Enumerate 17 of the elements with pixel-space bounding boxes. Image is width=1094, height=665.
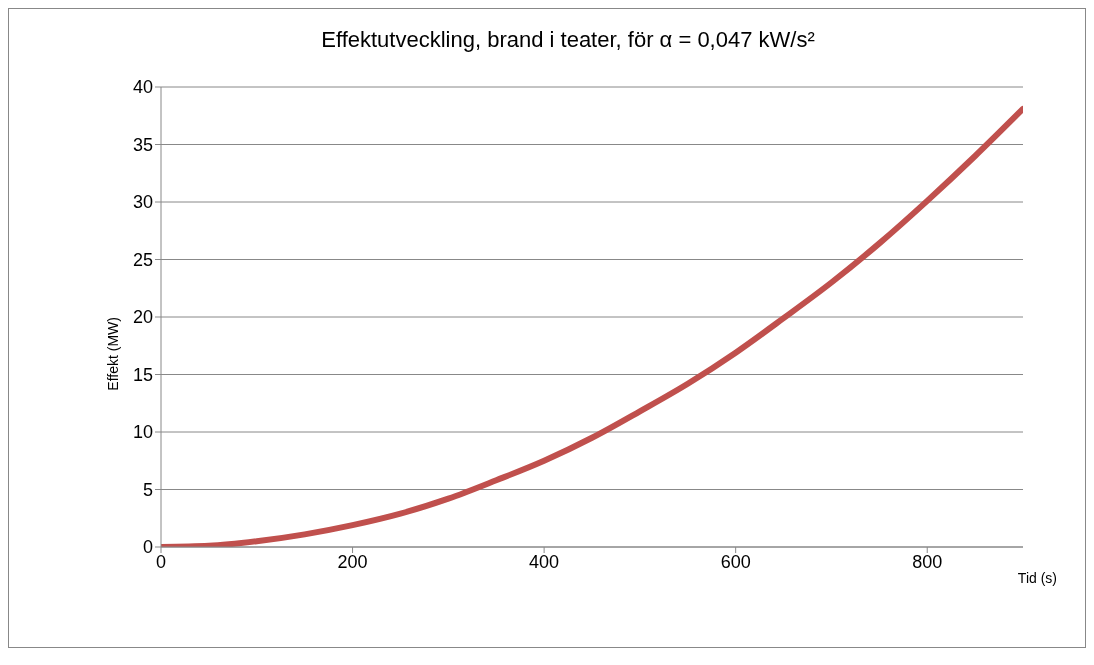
- x-tick-label: 200: [337, 551, 368, 572]
- y-tick-label: 0: [142, 537, 153, 558]
- y-tick-label: 5: [142, 479, 153, 500]
- y-tick-label: 25: [132, 249, 153, 270]
- x-tick-label: 600: [720, 551, 751, 572]
- y-tick-label: 20: [132, 307, 153, 328]
- chart-title: Effektutveckling, brand i teater, för α = 0,047 kW/s²: [320, 27, 816, 53]
- x-tick-label: 400: [529, 551, 560, 572]
- y-tick-label: 35: [132, 134, 153, 155]
- x-tick-label: 800: [912, 551, 943, 572]
- y-tick-label: 15: [132, 364, 153, 385]
- y-tick-label: 30: [132, 192, 153, 213]
- x-axis-title: Tid (s): [1017, 570, 1057, 586]
- y-tick-label: 10: [132, 422, 153, 443]
- y-axis-title: Effekt (MW): [104, 317, 121, 391]
- x-tick-label: 0: [155, 551, 167, 572]
- y-tick-label: 40: [132, 77, 153, 98]
